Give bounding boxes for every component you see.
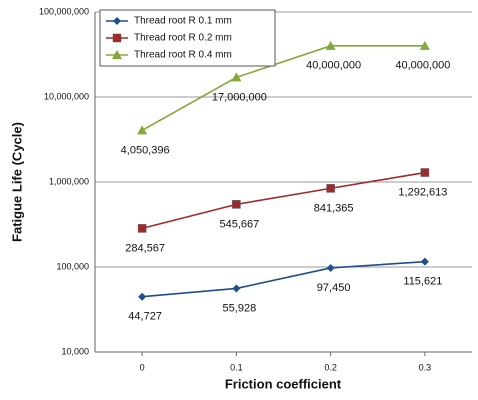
- y-tick-label: 10,000,000: [44, 91, 89, 101]
- data-label: 115,621: [403, 276, 442, 288]
- legend-label: Thread root R 0.1 mm: [134, 16, 232, 27]
- marker: [138, 292, 147, 301]
- data-label: 55,928: [223, 302, 257, 314]
- series-line: [141, 171, 426, 230]
- data-label: 841,365: [314, 202, 354, 214]
- x-axis-title: Friction coefficient: [225, 376, 342, 391]
- data-label: 40,000,000: [395, 60, 450, 72]
- data-label: 40,000,000: [306, 60, 361, 72]
- data-label: 545,667: [219, 218, 259, 230]
- x-tick-label: 0.2: [324, 362, 337, 372]
- data-label: 4,050,396: [121, 144, 170, 156]
- legend-marker: [112, 50, 122, 59]
- marker: [231, 72, 242, 82]
- series-line: [142, 260, 425, 298]
- marker: [419, 40, 430, 50]
- y-tick-label: 1,000,000: [49, 176, 89, 186]
- x-tick-label: 0.1: [230, 362, 243, 372]
- y-tick-label: 10,000: [61, 346, 89, 356]
- legend-label: Thread root R 0.2 mm: [134, 33, 232, 44]
- marker: [326, 263, 335, 272]
- legend-label: Thread root R 0.4 mm: [134, 50, 232, 61]
- y-axis-title: Fatigue Life (Cycle): [9, 122, 24, 242]
- marker: [325, 40, 336, 50]
- x-tick-label: 0.3: [419, 362, 432, 372]
- legend-marker: [112, 33, 122, 43]
- marker: [420, 168, 430, 177]
- marker: [326, 184, 335, 193]
- data-label: 284,567: [125, 242, 165, 254]
- legend-box: [99, 9, 276, 67]
- marker: [232, 284, 241, 293]
- y-tick-label: 100,000: [56, 261, 89, 271]
- marker: [232, 200, 241, 209]
- marker: [137, 224, 147, 233]
- legend-marker: [113, 17, 121, 25]
- series-line: [141, 45, 425, 132]
- y-tick-label: 100,000,000: [39, 6, 89, 16]
- data-label: 17,000,000: [212, 91, 267, 103]
- data-label: 1,292,613: [398, 186, 447, 198]
- marker: [137, 125, 148, 135]
- data-label: 97,450: [317, 282, 351, 294]
- x-tick-label: 0: [140, 362, 145, 372]
- data-label: 44,727: [128, 311, 162, 323]
- marker: [420, 257, 429, 266]
